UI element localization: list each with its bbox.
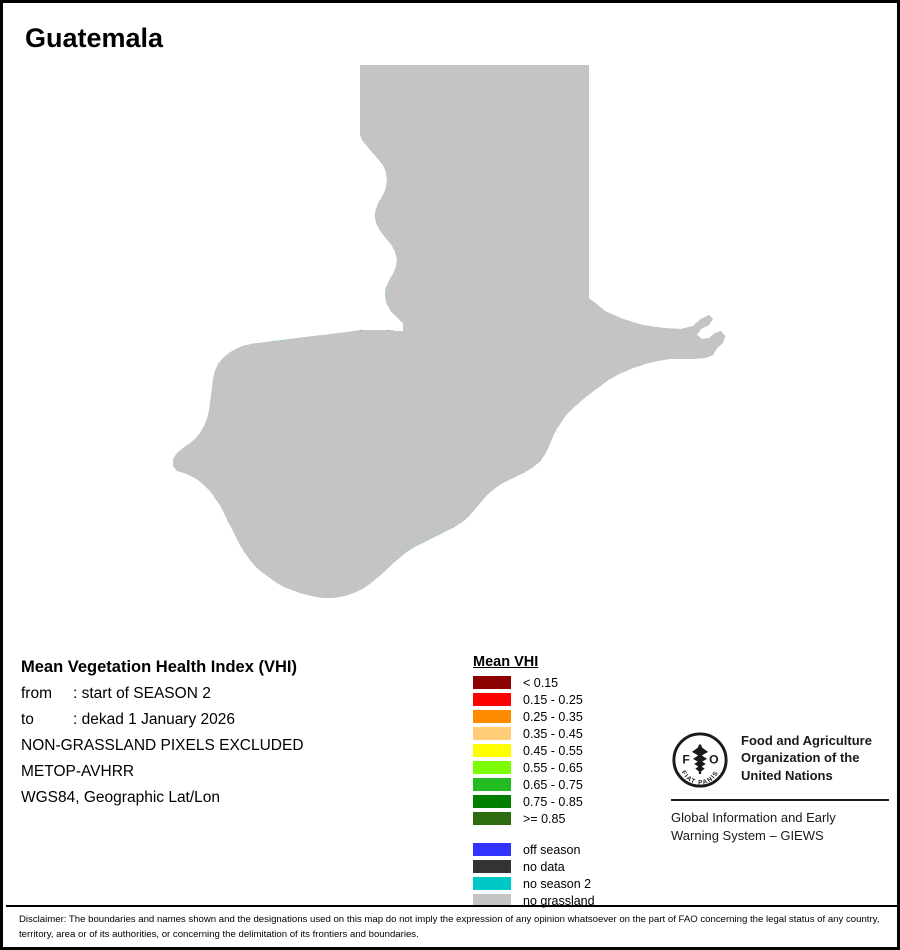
page-title: Guatemala — [25, 23, 163, 54]
legend-special-label: no season 2 — [523, 877, 591, 891]
fao-org-line1: Food and Agriculture — [741, 732, 872, 749]
fao-org-line3: United Nations — [741, 767, 872, 784]
info-row-from: from : start of SEASON 2 — [21, 685, 451, 703]
legend-class-row[interactable]: 0.35 - 0.45 — [473, 726, 595, 741]
info-pixels-note: NON-GRASSLAND PIXELS EXCLUDED — [21, 737, 451, 755]
legend-class-row[interactable]: 0.55 - 0.65 — [473, 760, 595, 775]
disclaimer-text: Disclaimer: The boundaries and names sho… — [19, 913, 889, 943]
legend-class-label: 0.45 - 0.55 — [523, 744, 583, 758]
disclaimer-divider — [6, 905, 897, 907]
legend-special-label: off season — [523, 843, 580, 857]
fao-org-line2: Organization of the — [741, 749, 872, 766]
legend-class-swatch — [473, 710, 511, 723]
legend-class-label: < 0.15 — [523, 676, 558, 690]
fao-branding: F A O FIAT PANIS Food and Agriculture Or… — [671, 731, 896, 844]
legend-class-row[interactable]: 0.45 - 0.55 — [473, 743, 595, 758]
to-label: to — [21, 711, 73, 729]
from-value: : start of SEASON 2 — [73, 685, 211, 703]
legend-class-label: 0.65 - 0.75 — [523, 778, 583, 792]
legend-class-swatch — [473, 744, 511, 757]
legend-class-row[interactable]: 0.15 - 0.25 — [473, 692, 595, 707]
legend-class-label: 0.25 - 0.35 — [523, 710, 583, 724]
info-heading: Mean Vegetation Health Index (VHI) — [21, 658, 451, 677]
legend-spacer — [473, 828, 595, 842]
legend-class-label: >= 0.85 — [523, 812, 565, 826]
info-row-to: to : dekad 1 January 2026 — [21, 711, 451, 729]
legend-class-swatch — [473, 676, 511, 689]
legend-class-swatch — [473, 727, 511, 740]
giews-name: Global Information and Early Warning Sys… — [671, 809, 896, 844]
legend-special-row[interactable]: no data — [473, 859, 595, 874]
fao-logo-icon: F A O FIAT PANIS — [672, 732, 728, 788]
legend-special-list: off season no data no season 2 no grassland — [473, 842, 595, 908]
fao-header: F A O FIAT PANIS Food and Agriculture Or… — [671, 731, 896, 789]
legend-class-label: 0.75 - 0.85 — [523, 795, 583, 809]
legend-class-row[interactable]: 0.65 - 0.75 — [473, 777, 595, 792]
giews-line1: Global Information and Early — [671, 809, 896, 827]
legend-class-label: 0.55 - 0.65 — [523, 761, 583, 775]
country-geometry — [171, 63, 727, 600]
legend-class-row[interactable]: >= 0.85 — [473, 811, 595, 826]
country-outline — [171, 63, 727, 600]
legend-special-swatch — [473, 843, 511, 856]
legend-class-swatch — [473, 693, 511, 706]
legend-class-swatch — [473, 778, 511, 791]
legend-special-row[interactable]: off season — [473, 842, 595, 857]
fao-letter-f: F — [682, 752, 689, 766]
legend-class-row[interactable]: < 0.15 — [473, 675, 595, 690]
legend-special-row[interactable]: no season 2 — [473, 876, 595, 891]
fao-letter-o: O — [709, 752, 718, 766]
giews-line2: Warning System – GIEWS — [671, 827, 896, 845]
legend-class-label: 0.15 - 0.25 — [523, 693, 583, 707]
legend-class-label: 0.35 - 0.45 — [523, 727, 583, 741]
fao-letter-a: A — [696, 743, 704, 755]
legend-class-row[interactable]: 0.75 - 0.85 — [473, 794, 595, 809]
to-value: : dekad 1 January 2026 — [73, 711, 235, 729]
legend-special-label: no data — [523, 860, 565, 874]
legend-special-row[interactable]: no grassland — [473, 893, 595, 908]
legend-special-label: no grassland — [523, 894, 595, 908]
legend-class-row[interactable]: 0.25 - 0.35 — [473, 709, 595, 724]
from-label: from — [21, 685, 73, 703]
legend-special-swatch — [473, 894, 511, 907]
info-sensor: METOP-AVHRR — [21, 763, 451, 781]
map-legend: Mean VHI < 0.15 0.15 - 0.25 0.25 - 0.35 0.3… — [473, 653, 595, 910]
legend-class-list: < 0.15 0.15 - 0.25 0.25 - 0.35 0.35 - 0.45 0… — [473, 675, 595, 826]
legend-class-swatch — [473, 795, 511, 808]
legend-class-swatch — [473, 812, 511, 825]
legend-special-swatch — [473, 877, 511, 890]
legend-title: Mean VHI — [473, 654, 538, 670]
fao-divider — [671, 799, 889, 801]
legend-special-swatch — [473, 860, 511, 873]
fao-organization-name: Food and Agriculture Organization of the… — [741, 731, 872, 784]
map-figure — [153, 43, 753, 633]
info-projection: WGS84, Geographic Lat/Lon — [21, 789, 451, 807]
map-info-block: Mean Vegetation Health Index (VHI) from … — [21, 658, 451, 815]
legend-class-swatch — [473, 761, 511, 774]
guatemala-map[interactable] — [153, 43, 753, 633]
